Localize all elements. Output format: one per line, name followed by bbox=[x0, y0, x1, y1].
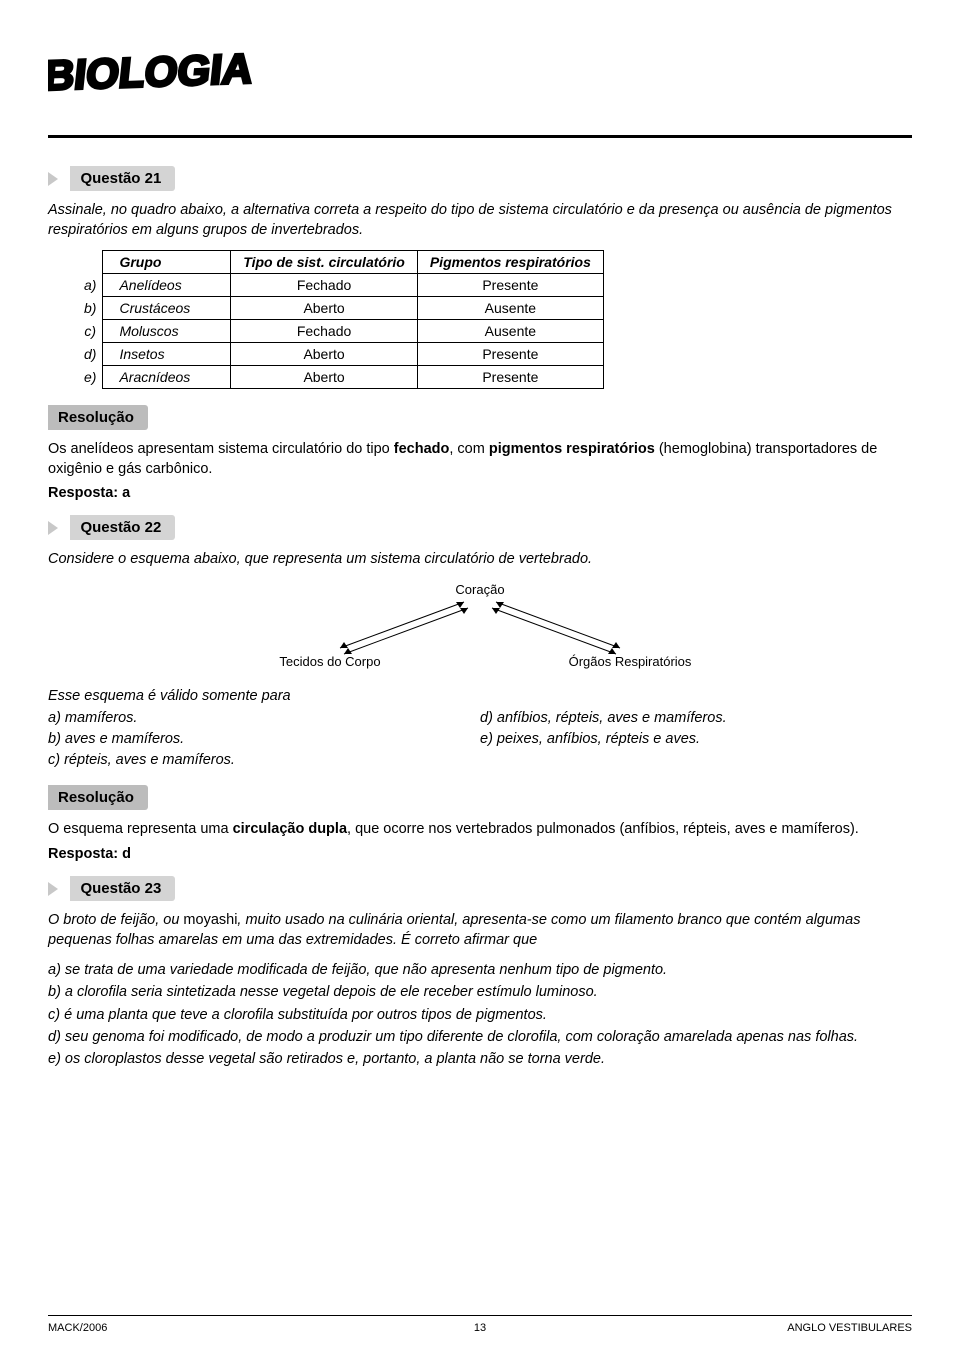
question-22-lead: Esse esquema é válido somente para bbox=[48, 687, 912, 707]
text-fragment: O esquema representa uma bbox=[48, 821, 233, 837]
resolution-label: Resolução bbox=[48, 785, 148, 810]
row-label: b) bbox=[72, 297, 103, 320]
triangle-icon bbox=[48, 882, 58, 896]
question-title: Questão 23 bbox=[70, 876, 175, 901]
col-header: Grupo bbox=[103, 251, 231, 274]
table-cell: Ausente bbox=[417, 320, 603, 343]
option: c) répteis, aves e mamíferos. bbox=[48, 750, 480, 771]
option: c) é uma planta que teve a clorofila sub… bbox=[48, 1005, 912, 1025]
row-label: e) bbox=[72, 366, 103, 389]
table-cell: Aracnídeos bbox=[103, 366, 231, 389]
subject-logo: BIOLOGIA BIOLOGIA bbox=[48, 40, 912, 117]
footer-right: ANGLO VESTIBULARES bbox=[787, 1322, 912, 1334]
option: d) seu genoma foi modificado, de modo a … bbox=[48, 1027, 912, 1047]
table-cell: Presente bbox=[417, 366, 603, 389]
table-cell: Aberto bbox=[231, 366, 418, 389]
page-footer: MACK/2006 13 ANGLO VESTIBULARES bbox=[48, 1315, 912, 1334]
text-bold: pigmentos respiratórios bbox=[489, 441, 655, 457]
header-divider bbox=[48, 135, 912, 138]
diagram-right-label: Órgãos Respiratórios bbox=[569, 654, 692, 669]
table-cell: Ausente bbox=[417, 297, 603, 320]
option: e) peixes, anfíbios, répteis e aves. bbox=[480, 729, 912, 750]
option: b) a clorofila seria sintetizada nesse v… bbox=[48, 982, 912, 1002]
resolution-22-text: O esquema representa uma circulação dupl… bbox=[48, 820, 912, 840]
text-fragment: Os anelídeos apresentam sistema circulat… bbox=[48, 441, 394, 457]
text-fragment: , com bbox=[449, 441, 488, 457]
table-cell: Aberto bbox=[231, 297, 418, 320]
table-cell: Insetos bbox=[103, 343, 231, 366]
col-header: Tipo de sist. circulatório bbox=[231, 251, 418, 274]
diagram-top-label: Coração bbox=[455, 582, 504, 597]
text-bold: circulação dupla bbox=[233, 821, 347, 837]
resolution-label: Resolução bbox=[48, 405, 148, 430]
option: a) se trata de uma variedade modificada … bbox=[48, 960, 912, 980]
option: d) anfíbios, répteis, aves e mamíferos. bbox=[480, 708, 912, 729]
question-title: Questão 21 bbox=[70, 166, 175, 191]
question-22-header: Questão 22 bbox=[48, 515, 912, 540]
table-cell: Presente bbox=[417, 274, 603, 297]
text-bold: fechado bbox=[394, 441, 450, 457]
table-cell: Moluscos bbox=[103, 320, 231, 343]
text-fragment: moyashi bbox=[183, 912, 237, 928]
table-cell: Anelídeos bbox=[103, 274, 231, 297]
row-label: d) bbox=[72, 343, 103, 366]
answer-21: Resposta: a bbox=[48, 485, 912, 501]
question-23-options: a) se trata de uma variedade modificada … bbox=[48, 960, 912, 1069]
table-cell: Fechado bbox=[231, 320, 418, 343]
question-21-table: Grupo Tipo de sist. circulatório Pigment… bbox=[72, 250, 604, 389]
resolution-21-text: Os anelídeos apresentam sistema circulat… bbox=[48, 440, 912, 479]
text-fragment: , que ocorre nos vertebrados pulmonados … bbox=[347, 821, 859, 837]
question-21-prompt: Assinale, no quadro abaixo, a alternativ… bbox=[48, 201, 912, 240]
question-23-header: Questão 23 bbox=[48, 876, 912, 901]
page-number: 13 bbox=[474, 1322, 486, 1334]
resolution-21-header: Resolução bbox=[48, 405, 912, 430]
table-cell: Fechado bbox=[231, 274, 418, 297]
question-title: Questão 22 bbox=[70, 515, 175, 540]
text-fragment: O broto de feijão, ou bbox=[48, 912, 183, 928]
option: a) mamíferos. bbox=[48, 708, 480, 729]
question-23-prompt: O broto de feijão, ou moyashi, muito usa… bbox=[48, 911, 912, 950]
table-cell: Presente bbox=[417, 343, 603, 366]
question-22-options: a) mamíferos. b) aves e mamíferos. c) ré… bbox=[48, 708, 912, 771]
question-21-header: Questão 21 bbox=[48, 166, 912, 191]
triangle-icon bbox=[48, 521, 58, 535]
table-cell: Aberto bbox=[231, 343, 418, 366]
diagram-left-label: Tecidos do Corpo bbox=[279, 654, 380, 669]
answer-22: Resposta: d bbox=[48, 846, 912, 862]
option: e) os cloroplastos desse vegetal são ret… bbox=[48, 1049, 912, 1069]
svg-text:BIOLOGIA: BIOLOGIA bbox=[48, 45, 255, 99]
row-label: c) bbox=[72, 320, 103, 343]
footer-left: MACK/2006 bbox=[48, 1322, 107, 1334]
resolution-22-header: Resolução bbox=[48, 785, 912, 810]
table-cell: Crustáceos bbox=[103, 297, 231, 320]
option: b) aves e mamíferos. bbox=[48, 729, 480, 750]
circulation-diagram: Coração Tecidos do Corpo Órgãos Respirat… bbox=[48, 580, 912, 673]
row-label: a) bbox=[72, 274, 103, 297]
question-22-prompt: Considere o esquema abaixo, que represen… bbox=[48, 550, 912, 570]
triangle-icon bbox=[48, 172, 58, 186]
col-header: Pigmentos respiratórios bbox=[417, 251, 603, 274]
